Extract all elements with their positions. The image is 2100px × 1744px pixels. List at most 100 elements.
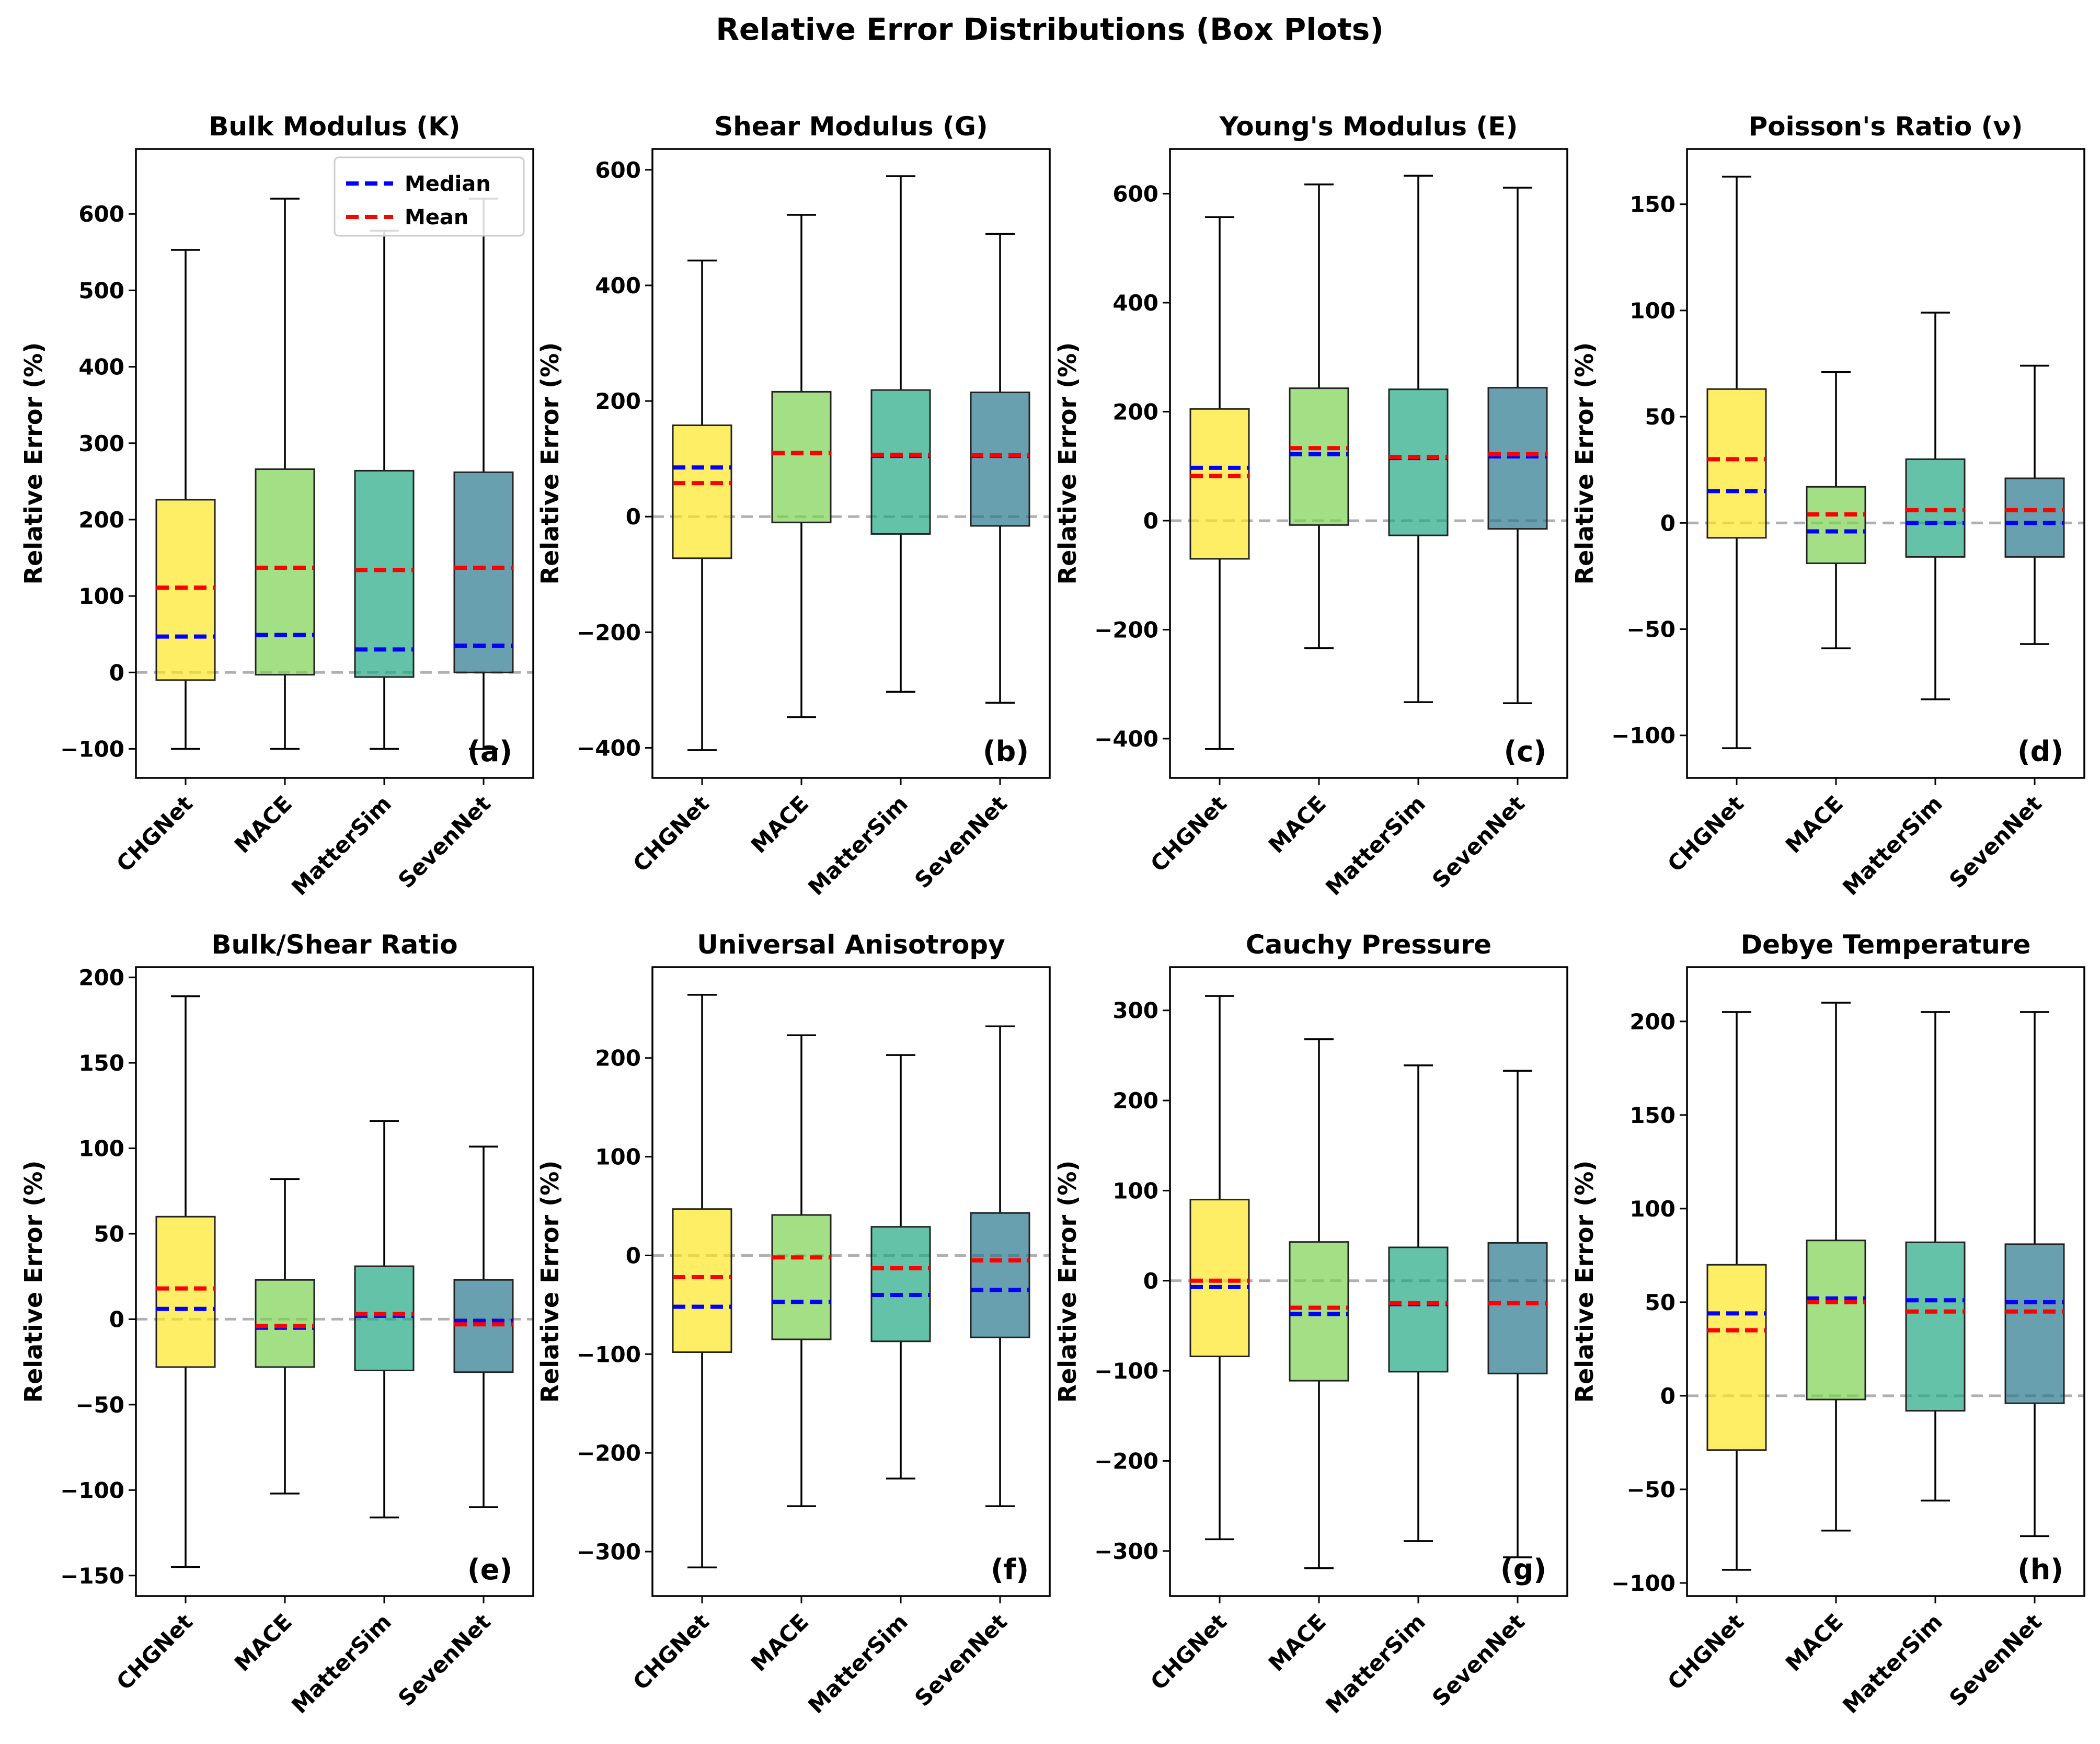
box-sevennet	[970, 1025, 1030, 1507]
y-tick-label: −150	[60, 1563, 124, 1589]
panel-label: (d)	[2017, 735, 2063, 768]
box-sevennet	[970, 233, 1030, 704]
y-tick-label: 300	[78, 431, 124, 456]
legend-median-label: Median	[405, 172, 491, 196]
legend: Median Mean	[334, 156, 525, 237]
y-axis-label: Relative Error (%)	[1053, 1161, 1082, 1403]
panel-1: Bulk Modulus (K) Relative Error (%) −100 0 1…	[19, 111, 534, 900]
iqr-box	[1487, 1242, 1548, 1374]
iqr-box	[672, 1208, 732, 1353]
y-tick-label: −50	[75, 1392, 124, 1418]
y-tick-label: 150	[1629, 192, 1676, 217]
y-axis-label: Relative Error (%)	[19, 1161, 48, 1403]
box-sevennet	[2004, 1011, 2065, 1538]
y-tick-label: 200	[595, 388, 641, 414]
y-tick-label: −100	[577, 1341, 641, 1367]
box-mattersim	[870, 175, 931, 693]
y-tick-label: −100	[1611, 1570, 1676, 1596]
axes-frame	[135, 148, 534, 779]
panel-title: Young's Modulus (E)	[1219, 111, 1518, 142]
legend-box	[334, 156, 525, 237]
box-mace	[1289, 1038, 1349, 1569]
box-mattersim	[1905, 312, 1966, 701]
y-tick-label: 400	[595, 273, 641, 299]
y-axis-label: Relative Error (%)	[536, 1161, 564, 1403]
y-tick-label: 0	[626, 504, 641, 530]
y-tick-label: −300	[1094, 1539, 1158, 1564]
box-chgnet	[155, 995, 216, 1568]
y-tick-label: 100	[78, 1136, 124, 1162]
iqr-box	[1806, 486, 1866, 565]
panel-label: (b)	[983, 735, 1029, 768]
iqr-box	[354, 469, 415, 678]
iqr-box	[870, 1226, 931, 1343]
box-mattersim	[870, 1054, 931, 1480]
y-tick-label: −200	[1094, 1448, 1158, 1474]
iqr-box	[155, 1215, 216, 1368]
iqr-box	[255, 468, 315, 676]
y-tick-label: −100	[1094, 1358, 1158, 1384]
y-tick-label: −50	[1626, 1477, 1676, 1502]
iqr-box	[771, 391, 832, 523]
axes-frame	[651, 148, 1051, 779]
box-mace	[771, 1034, 832, 1507]
iqr-box	[1388, 388, 1449, 536]
iqr-box	[672, 424, 732, 559]
y-tick-label: 200	[1112, 399, 1158, 424]
box-chgnet	[672, 259, 732, 751]
y-tick-label: −400	[577, 736, 641, 761]
iqr-box	[1388, 1246, 1449, 1373]
iqr-box	[354, 1265, 415, 1371]
box-chgnet	[155, 249, 216, 750]
y-tick-label: 50	[94, 1221, 124, 1247]
y-tick-label: −100	[1611, 723, 1676, 749]
box-mace	[1806, 371, 1866, 649]
y-axis-label: Relative Error (%)	[1570, 1161, 1599, 1403]
iqr-box	[2004, 1243, 2065, 1404]
panel-title: Bulk Modulus (K)	[209, 111, 460, 142]
box-mattersim	[1388, 175, 1449, 703]
panel-title: Bulk/Shear Ratio	[211, 930, 457, 960]
iqr-box	[1905, 1241, 1966, 1412]
y-tick-label: 0	[1143, 1268, 1158, 1294]
y-tick-label: 0	[109, 660, 124, 685]
box-mace	[771, 214, 832, 718]
y-tick-label: 600	[1112, 181, 1158, 206]
y-tick-label: 100	[595, 1144, 641, 1170]
y-tick-label: 200	[1629, 1009, 1676, 1035]
y-axis-label: Relative Error (%)	[536, 342, 564, 585]
y-tick-label: −200	[1094, 617, 1158, 642]
panel-title: Cauchy Pressure	[1246, 930, 1491, 960]
y-tick-label: 400	[1112, 290, 1158, 316]
box-mattersim	[1905, 1011, 1966, 1502]
iqr-box	[1706, 388, 1767, 539]
y-axis-label: Relative Error (%)	[1570, 342, 1599, 585]
y-tick-label: 0	[1660, 1383, 1676, 1409]
iqr-box	[1289, 387, 1349, 526]
figure-title: Relative Error Distributions (Box Plots)	[716, 12, 1384, 47]
box-mattersim	[1388, 1064, 1449, 1542]
y-tick-label: 600	[595, 157, 641, 183]
legend-mean-label: Mean	[405, 205, 468, 230]
iqr-box	[1905, 458, 1966, 558]
box-sevennet	[453, 1145, 514, 1508]
y-tick-label: −300	[577, 1539, 641, 1565]
y-tick-label: 200	[78, 507, 124, 533]
panel-label: (f)	[991, 1553, 1029, 1586]
panel-label: (e)	[467, 1553, 512, 1586]
iqr-box	[870, 389, 931, 535]
iqr-box	[155, 499, 216, 681]
iqr-box	[255, 1279, 315, 1368]
box-mattersim	[354, 230, 415, 750]
y-tick-label: −200	[577, 619, 641, 645]
y-tick-label: 100	[1629, 298, 1676, 324]
axes-frame	[1169, 966, 1568, 1597]
box-chgnet	[1189, 995, 1250, 1541]
y-tick-label: 400	[78, 354, 124, 380]
axes-frame	[135, 966, 534, 1597]
y-tick-label: 100	[78, 583, 124, 609]
box-chgnet	[672, 994, 732, 1568]
iqr-box	[970, 1212, 1030, 1338]
y-tick-label: 50	[1645, 1290, 1676, 1315]
